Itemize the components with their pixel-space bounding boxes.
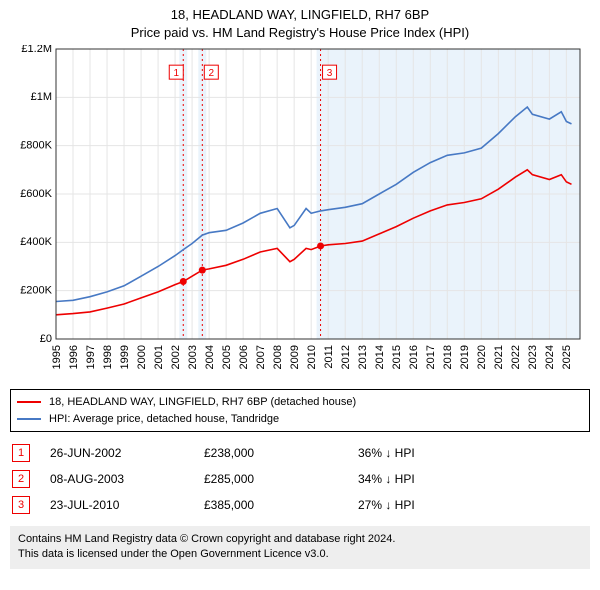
legend-swatch bbox=[17, 401, 41, 403]
svg-text:2009: 2009 bbox=[289, 345, 301, 369]
svg-text:£0: £0 bbox=[40, 333, 52, 345]
sale-date: 23-JUL-2010 bbox=[48, 492, 202, 518]
sales-table: 1 26-JUN-2002£238,00036% ↓ HPI 2 08-AUG-200… bbox=[10, 440, 590, 518]
sale-delta: 34% ↓ HPI bbox=[356, 466, 590, 492]
table-row: 3 23-JUL-2010£385,00027% ↓ HPI bbox=[10, 492, 590, 518]
sale-price: £285,000 bbox=[202, 466, 356, 492]
chart-title: 18, HEADLAND WAY, LINGFIELD, RH7 6BP Pri… bbox=[10, 6, 590, 41]
svg-text:1: 1 bbox=[173, 68, 179, 79]
svg-text:2003: 2003 bbox=[187, 345, 199, 369]
sale-price: £385,000 bbox=[202, 492, 356, 518]
svg-text:2018: 2018 bbox=[442, 345, 454, 369]
svg-text:£800K: £800K bbox=[20, 140, 52, 152]
svg-text:2013: 2013 bbox=[357, 345, 369, 369]
svg-text:£200K: £200K bbox=[20, 285, 52, 297]
attribution-line2: This data is licensed under the Open Gov… bbox=[18, 547, 582, 562]
legend: 18, HEADLAND WAY, LINGFIELD, RH7 6BP (de… bbox=[10, 389, 590, 432]
svg-text:2004: 2004 bbox=[204, 345, 216, 369]
svg-text:1997: 1997 bbox=[85, 345, 97, 369]
svg-text:1996: 1996 bbox=[68, 345, 80, 369]
sale-date: 26-JUN-2002 bbox=[48, 440, 202, 466]
svg-text:2: 2 bbox=[209, 68, 215, 79]
sale-marker-box: 2 bbox=[12, 470, 30, 488]
legend-label: 18, HEADLAND WAY, LINGFIELD, RH7 6BP (de… bbox=[49, 394, 356, 411]
svg-text:2001: 2001 bbox=[153, 345, 165, 369]
sale-date: 08-AUG-2003 bbox=[48, 466, 202, 492]
legend-row: HPI: Average price, detached house, Tand… bbox=[17, 411, 583, 428]
svg-text:2014: 2014 bbox=[374, 345, 386, 369]
svg-text:£400K: £400K bbox=[20, 236, 52, 248]
svg-text:2017: 2017 bbox=[425, 345, 437, 369]
legend-row: 18, HEADLAND WAY, LINGFIELD, RH7 6BP (de… bbox=[17, 394, 583, 411]
svg-text:2022: 2022 bbox=[510, 345, 522, 369]
svg-text:£1M: £1M bbox=[31, 91, 52, 103]
sale-price: £238,000 bbox=[202, 440, 356, 466]
svg-text:2020: 2020 bbox=[476, 345, 488, 369]
svg-text:2005: 2005 bbox=[221, 345, 233, 369]
svg-text:2016: 2016 bbox=[408, 345, 420, 369]
svg-text:1998: 1998 bbox=[102, 345, 114, 369]
legend-swatch bbox=[17, 418, 41, 420]
svg-text:2002: 2002 bbox=[170, 345, 182, 369]
svg-text:2025: 2025 bbox=[561, 345, 573, 369]
sale-marker-box: 3 bbox=[12, 496, 30, 514]
svg-text:2011: 2011 bbox=[323, 345, 335, 369]
legend-label: HPI: Average price, detached house, Tand… bbox=[49, 411, 279, 428]
svg-text:3: 3 bbox=[327, 68, 333, 79]
svg-text:2008: 2008 bbox=[272, 345, 284, 369]
svg-text:2024: 2024 bbox=[544, 345, 556, 369]
page: 18, HEADLAND WAY, LINGFIELD, RH7 6BP Pri… bbox=[0, 0, 600, 590]
table-row: 2 08-AUG-2003£285,00034% ↓ HPI bbox=[10, 466, 590, 492]
attribution-footer: Contains HM Land Registry data © Crown c… bbox=[10, 526, 590, 569]
svg-text:2007: 2007 bbox=[255, 345, 267, 369]
svg-text:2019: 2019 bbox=[459, 345, 471, 369]
title-address: 18, HEADLAND WAY, LINGFIELD, RH7 6BP bbox=[10, 6, 590, 24]
table-row: 1 26-JUN-2002£238,00036% ↓ HPI bbox=[10, 440, 590, 466]
attribution-line1: Contains HM Land Registry data © Crown c… bbox=[18, 532, 582, 547]
svg-text:£600K: £600K bbox=[20, 188, 52, 200]
svg-text:2021: 2021 bbox=[493, 345, 505, 369]
title-subtitle: Price paid vs. HM Land Registry's House … bbox=[10, 24, 590, 42]
svg-text:2000: 2000 bbox=[136, 345, 148, 369]
sale-delta: 27% ↓ HPI bbox=[356, 492, 590, 518]
chart-svg: £0 £200K £400K £600K £800K £1M £1.2M 1995 1996 19… bbox=[10, 45, 590, 385]
svg-text:1999: 1999 bbox=[119, 345, 131, 369]
svg-text:2012: 2012 bbox=[340, 345, 352, 369]
svg-text:2010: 2010 bbox=[306, 345, 318, 369]
svg-text:2006: 2006 bbox=[238, 345, 250, 369]
svg-text:1995: 1995 bbox=[51, 345, 63, 369]
svg-text:2023: 2023 bbox=[527, 345, 539, 369]
sale-marker-box: 1 bbox=[12, 444, 30, 462]
svg-text:£1.2M: £1.2M bbox=[21, 45, 52, 55]
svg-text:2015: 2015 bbox=[391, 345, 403, 369]
chart: £0 £200K £400K £600K £800K £1M £1.2M 1995 1996 19… bbox=[10, 45, 590, 385]
sale-delta: 36% ↓ HPI bbox=[356, 440, 590, 466]
